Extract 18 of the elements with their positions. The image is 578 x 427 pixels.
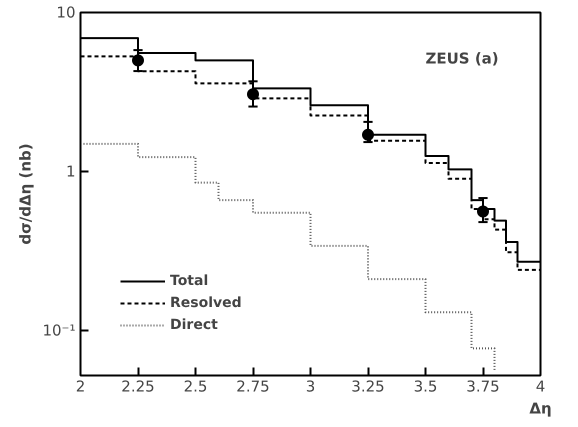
legend-label: Total [170, 273, 208, 289]
x-tick-label: 2.75 [236, 378, 270, 396]
y-axis-title: dσ/dΔη (nb) [16, 143, 34, 245]
legend-label: Direct [170, 317, 218, 333]
y-tick-label: 1 [66, 162, 76, 180]
annotation: ZEUS (a) [426, 50, 499, 68]
y-tick-label: 10⁻¹ [42, 321, 76, 340]
x-tick-label: 3.5 [414, 378, 438, 396]
legend-label: Resolved [170, 295, 242, 311]
x-axis-title: Δη [529, 400, 552, 418]
x-tick-label: 3.75 [466, 378, 500, 396]
x-tick-label: 3.25 [351, 378, 385, 396]
x-tick-label: 2.25 [121, 378, 155, 396]
x-tick-label: 4 [536, 378, 546, 396]
x-tick-label: 2.5 [184, 378, 208, 396]
x-tick-label: 2 [76, 378, 86, 396]
y-tick-label: 10 [56, 4, 76, 22]
x-tick-label: 3 [306, 378, 316, 396]
